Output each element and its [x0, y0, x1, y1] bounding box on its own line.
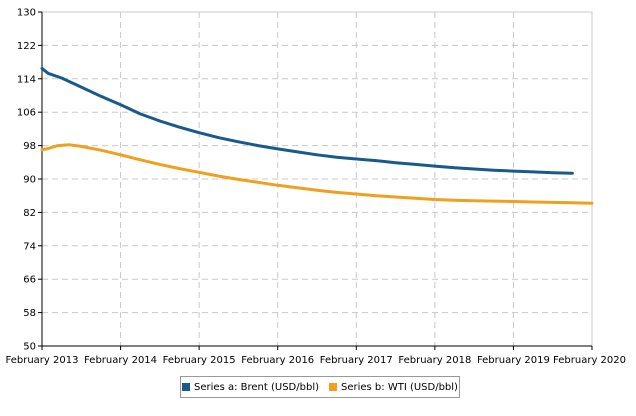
y-tick-label: 82 [23, 208, 36, 219]
y-tick-label: 98 [23, 141, 36, 152]
y-tick-label: 114 [17, 74, 36, 85]
x-tick-label: February 2017 [320, 355, 393, 366]
series-line-wti [40, 143, 594, 205]
legend-label-wti: Series b: WTI (USD/bbl) [341, 381, 458, 393]
series-line-brent [40, 66, 574, 175]
legend-swatch-wti [329, 383, 337, 391]
x-tick-label: February 2020 [553, 355, 626, 366]
legend-label-brent: Series a: Brent (USD/bbl) [194, 381, 319, 393]
y-tick-label: 106 [17, 108, 36, 119]
legend-swatch-brent [182, 383, 191, 391]
y-tick-label: 58 [23, 308, 36, 319]
legend-item-wti: Series b: WTI (USD/bbl) [329, 382, 458, 393]
axis-layer: 50 58 66 74 82 90 98 106 114 122 130 February 2013 F… [6, 8, 626, 367]
y-tick-label: 122 [17, 41, 36, 52]
x-tick-label: February 2013 [6, 355, 79, 366]
x-tick-label: February 2019 [477, 355, 550, 366]
y-tick-label: 74 [23, 241, 36, 252]
x-tick-label: February 2016 [241, 355, 314, 366]
y-tick-label: 130 [17, 8, 36, 19]
y-tick-label: 50 [23, 342, 36, 353]
y-tick-label: 90 [23, 175, 36, 186]
x-tick-label: February 2015 [163, 355, 236, 366]
x-tick-label: February 2018 [398, 355, 471, 366]
y-tick-label: 66 [23, 275, 36, 286]
series-layer [40, 66, 594, 205]
grid-layer [41, 11, 593, 347]
legend-item-brent: Series a: Brent (USD/bbl) [182, 382, 319, 393]
x-tick-label: February 2014 [84, 355, 157, 366]
legend: Series a: Brent (USD/bbl) Series b: WTI … [180, 376, 460, 398]
